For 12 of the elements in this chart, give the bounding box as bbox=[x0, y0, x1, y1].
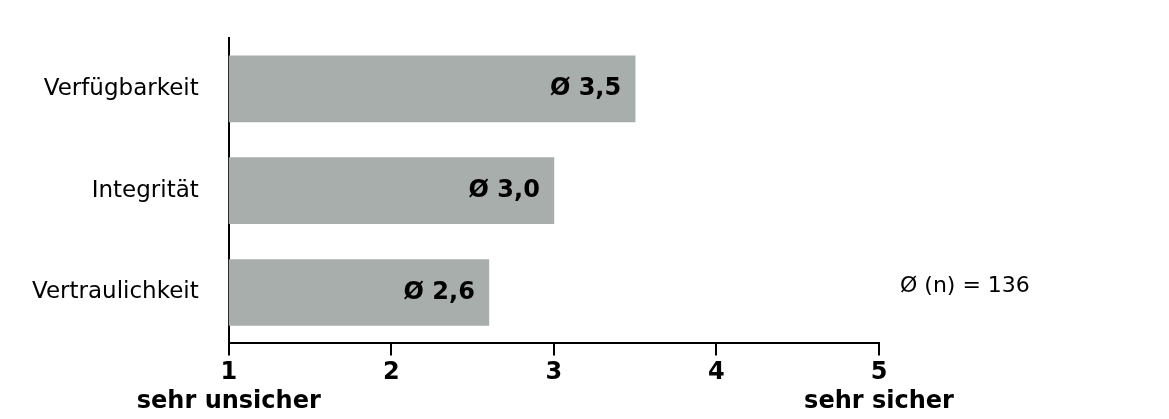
x-tick-label: 2 bbox=[382, 357, 400, 386]
text: Ø (n) = 136 bbox=[900, 271, 1030, 297]
data-label: Ø 3,0 bbox=[468, 174, 540, 203]
x-tick-label: 1 sehr unsicher bbox=[136, 357, 321, 414]
x-tick-label: 3 bbox=[545, 357, 563, 386]
x-tick-label: 5 sehr sicher bbox=[804, 357, 955, 414]
y-tick-label: Verfügbarkeit bbox=[43, 73, 199, 100]
x-tick-label: 4 bbox=[708, 357, 725, 386]
data-label: Ø 2,6 bbox=[403, 276, 475, 305]
y-tick-label: Integrität bbox=[91, 175, 199, 202]
data-label: Ø 3,5 bbox=[549, 73, 622, 102]
y-tick-label: Vertraulichkeit bbox=[32, 277, 199, 304]
